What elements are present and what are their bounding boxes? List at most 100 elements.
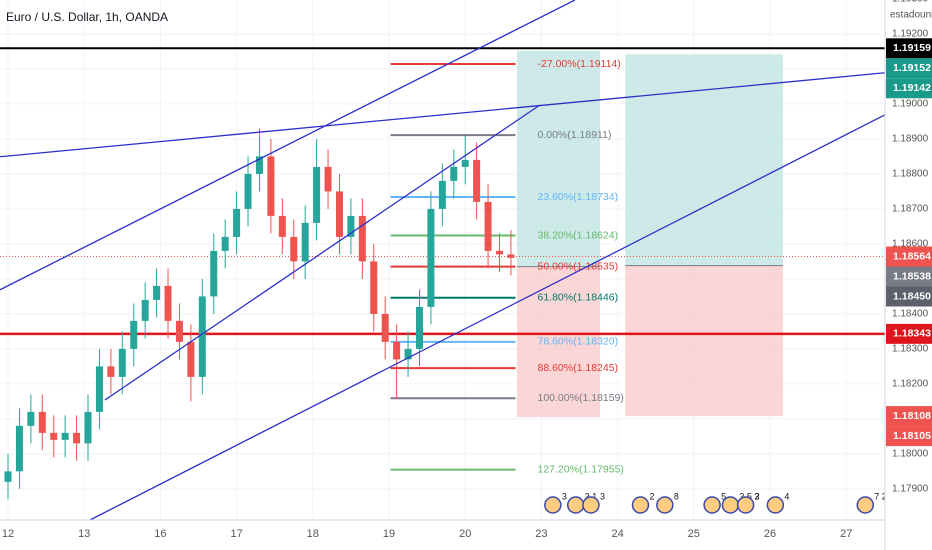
event-label: 4 <box>784 491 789 501</box>
event-label: 3 <box>562 491 567 501</box>
candle-body <box>278 215 286 237</box>
candle-body <box>495 250 503 255</box>
price-label-bg <box>886 406 932 427</box>
price-label: 1.18450 <box>893 290 931 302</box>
trend-line <box>104 104 541 401</box>
candle-body <box>221 236 229 251</box>
candle-body <box>73 432 81 444</box>
price-label-bg <box>886 58 932 79</box>
candle-body <box>438 180 446 209</box>
candle-body <box>164 285 172 321</box>
x-tick-label: 26 <box>764 528 776 540</box>
price-label-bg <box>886 286 932 307</box>
axes: 1.179001.180001.181001.182001.183001.184… <box>2 0 932 540</box>
chart-title: Euro / U.S. Dollar, 1h, OANDA <box>6 10 168 24</box>
candle-body <box>427 208 435 307</box>
y-tick-label: 1.19200 <box>892 29 929 40</box>
price-label: 1.19152 <box>893 62 931 74</box>
event-label: 7 24 <box>874 491 892 501</box>
loss-zone <box>625 265 783 417</box>
y-tick-label: 1.18300 <box>892 344 929 355</box>
candle-body <box>461 159 469 167</box>
x-tick-label: 18 <box>307 528 319 540</box>
event-icon <box>721 496 740 514</box>
price-label-bg <box>886 246 932 267</box>
fib-label: 50.00%(1.18535) <box>538 260 619 272</box>
candle-body <box>15 425 23 472</box>
event-label: 3 <box>600 491 605 501</box>
candle-body <box>38 411 46 433</box>
trend-line <box>0 0 576 291</box>
plot-area: -27.00%(1.19114) 0.00%(1.18911) 23.60%(1.1… <box>0 0 892 521</box>
price-label-bg <box>886 38 932 59</box>
x-tick-label: 20 <box>459 528 471 540</box>
candle-body <box>393 341 401 360</box>
event-icon <box>544 496 562 514</box>
fib-label: 23.60%(1.18734) <box>538 191 619 203</box>
y-tick-label: 1.18400 <box>892 309 929 320</box>
event-label: 2 <box>649 491 654 501</box>
fib-label: 127.20%(1.17955) <box>538 463 624 475</box>
event-label: 2 <box>755 491 760 501</box>
candle-body <box>335 191 343 237</box>
event-icon <box>766 496 785 514</box>
candle-body <box>324 166 332 192</box>
event-icon <box>631 496 650 514</box>
x-tick-label: 17 <box>230 528 242 540</box>
x-tick-label: 27 <box>840 528 852 540</box>
candle-body <box>290 236 298 262</box>
candle-body <box>313 166 321 223</box>
candle-body <box>358 215 366 262</box>
x-tick-label: 23 <box>535 528 547 540</box>
candle-body <box>415 306 423 349</box>
candle-body <box>244 173 252 209</box>
fib-label: 78.60%(1.18320) <box>538 336 619 348</box>
candle-body <box>84 411 92 444</box>
candle-body <box>267 156 275 216</box>
candle-body <box>484 201 492 251</box>
y-tick-label: 1.19300 <box>892 0 929 5</box>
y-tick-label: 1.18600 <box>892 239 929 250</box>
x-tick-label: 24 <box>611 528 623 540</box>
candle-body <box>450 166 458 181</box>
candle-body <box>61 432 69 440</box>
candle-body <box>507 254 515 258</box>
symbol-text: estadounic <box>890 10 932 21</box>
price-label-bg <box>886 266 932 287</box>
candle-body <box>198 296 206 377</box>
event-icon <box>703 496 721 514</box>
candle-body <box>107 366 115 377</box>
y-tick-label: 1.17900 <box>892 483 929 494</box>
price-label: 1.18538 <box>893 270 931 282</box>
event-label: 3 5 3 <box>739 491 759 501</box>
price-label: 1.19159 <box>893 42 931 54</box>
candle-body <box>175 320 183 342</box>
candle-body <box>347 215 355 237</box>
candle-body <box>141 299 149 321</box>
y-tick-label: 1.18200 <box>892 379 929 390</box>
event-label: 8 <box>674 491 679 501</box>
candle-body <box>95 366 103 412</box>
candle-body <box>473 159 481 202</box>
event-icon <box>656 496 674 514</box>
price-label-bg <box>886 323 932 344</box>
y-tick-label: 1.19000 <box>892 99 929 110</box>
price-label: 1.19142 <box>893 82 931 94</box>
y-tick-label: 1.18800 <box>892 169 929 180</box>
profit-zone <box>625 54 783 266</box>
candle-body <box>4 471 12 482</box>
candle-body <box>187 341 195 377</box>
candle-body <box>210 250 218 297</box>
x-tick-label: 19 <box>383 528 395 540</box>
price-label-bg <box>886 426 932 447</box>
candle-body <box>370 261 378 314</box>
y-tick-label: 1.18700 <box>892 204 929 215</box>
fib-label: 88.60%(1.18245) <box>538 362 619 374</box>
event-icon <box>566 496 585 514</box>
candle-body <box>118 348 126 377</box>
price-label: 1.18564 <box>893 250 931 262</box>
event-icon <box>582 496 600 514</box>
candle-body <box>153 285 161 300</box>
